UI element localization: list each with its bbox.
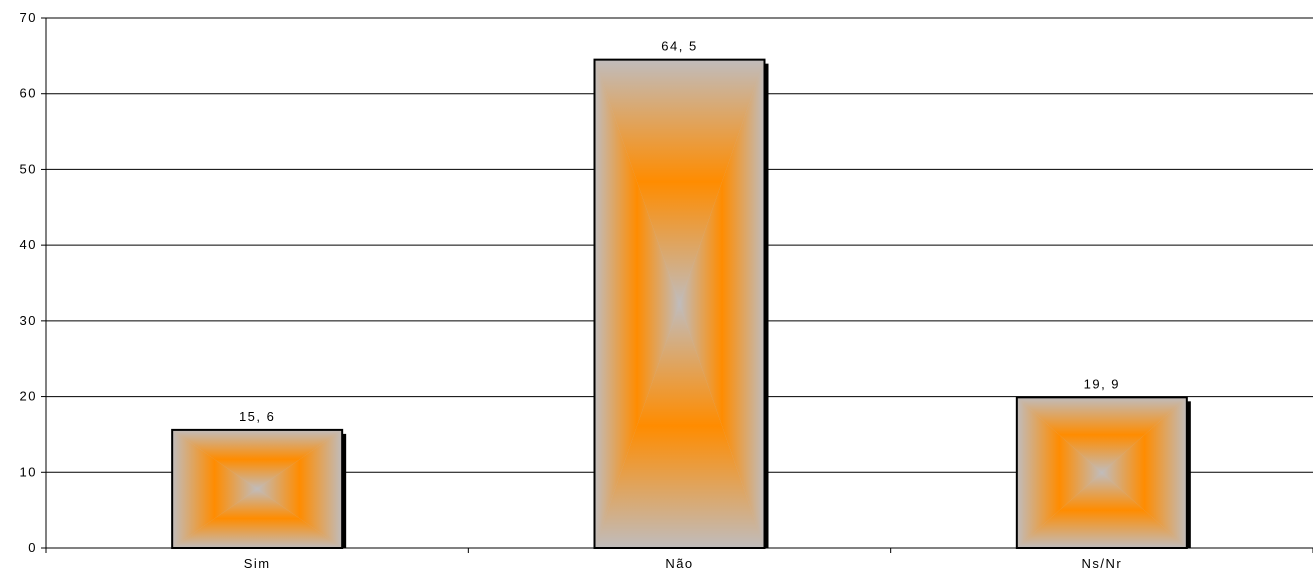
bar-gradient-bottom [1016,472,1187,548]
bar-gradient-left [1016,397,1102,548]
bar-ns-nr [1015,396,1191,550]
data-label: 15, 6 [239,409,275,424]
bar-gradient-right [1101,397,1187,548]
data-label: 64, 5 [661,39,697,54]
y-tick-label: 0 [28,540,37,555]
bars [171,58,1191,550]
x-tick-label: Ns/Nr [1081,556,1122,571]
x-axis: Sim Não Ns/Nr [45,547,1313,571]
y-tick-label: 40 [20,237,37,252]
bar-gradient-right [679,59,765,549]
bar-gradient-bottom [172,488,343,548]
y-tick-label: 50 [20,161,37,176]
bar-gradient-left [172,429,258,548]
y-tick-label: 20 [20,389,37,404]
bar-gradient-right [257,429,343,548]
data-labels: 15, 6 64, 5 19, 9 [239,39,1120,424]
y-axis: 0 10 20 30 40 50 60 70 [20,10,47,555]
bar-n-o [593,58,769,550]
bar-outline [1015,396,1188,550]
bar-gradient-top [594,59,765,304]
bar-outline [171,428,344,549]
bar-gradient-bottom [594,303,765,548]
bar-gradient-left [594,59,680,549]
bar-outline [593,58,766,550]
y-tick-label: 60 [20,86,37,101]
y-tick-label: 30 [20,313,37,328]
bar-gradient-top [172,429,343,489]
y-tick-label: 70 [20,10,37,25]
bar-sim [171,428,347,549]
data-label: 19, 9 [1084,376,1120,391]
bar-gradient-top [1016,397,1187,473]
x-tick-label: Sim [244,556,271,571]
y-tick-label: 10 [20,464,37,479]
x-tick-label: Não [665,556,693,571]
